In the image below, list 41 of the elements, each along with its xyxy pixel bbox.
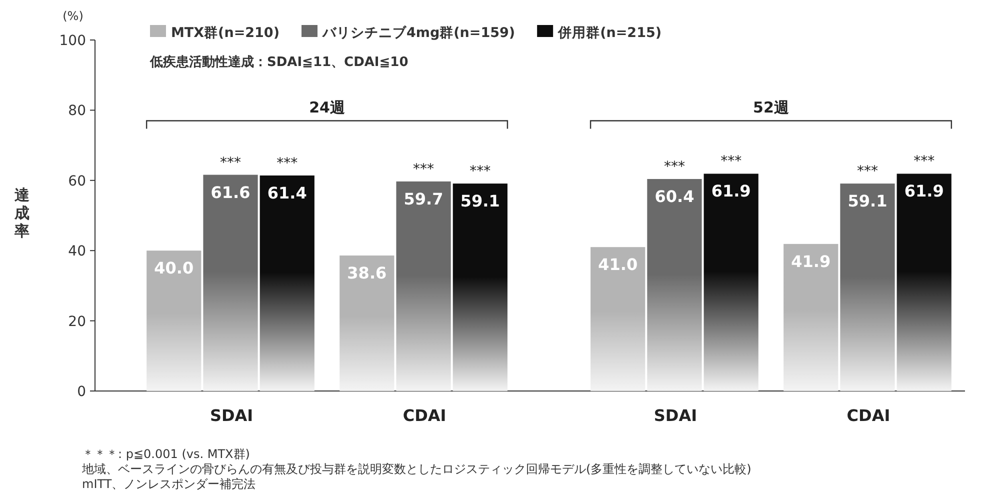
data-label: 60.4 — [654, 186, 694, 206]
y-tick-label: 20 — [68, 314, 86, 330]
text: 地域、ベースラインの骨びらんの有無及び投与群を説明変数としたロジスティック回帰モデル(多重性を調整していない比較) — [81, 462, 752, 476]
x-tick-label: CDAI — [402, 406, 446, 425]
y-tick-label: 100 — [59, 33, 86, 49]
data-label: 40.0 — [154, 258, 194, 278]
annotation: *** — [413, 161, 434, 178]
legend-label: 併用群(n=215) — [557, 25, 662, 41]
annotation: *** — [720, 154, 742, 170]
annotation: *** — [856, 164, 878, 180]
x-tick-label: SDAI — [210, 406, 254, 425]
text: mITT、ノンレスポンダー補完法 — [82, 477, 256, 491]
data-label: 61.9 — [711, 182, 751, 201]
data-label: 38.6 — [347, 264, 387, 283]
x-tick-label: CDAI — [846, 406, 890, 425]
data-label: 41.9 — [791, 252, 831, 271]
y-tick-label: 40 — [68, 244, 86, 260]
text: (%) — [62, 9, 84, 23]
data-label: 59.1 — [848, 192, 888, 211]
y-tick-label: 80 — [68, 103, 86, 120]
data-label: 61.6 — [210, 182, 250, 202]
annotation: 24週 — [309, 98, 346, 117]
annotation: *** — [276, 155, 298, 172]
data-label: 41.0 — [598, 255, 638, 274]
text: 低疾患活動性達成：SDAI≦11、CDAI≦10 — [149, 54, 408, 70]
annotation: *** — [220, 154, 242, 171]
data-label: 59.1 — [460, 192, 500, 211]
text: ＊＊＊: p≦0.001 (vs. MTX群) — [82, 447, 250, 461]
annotation: *** — [664, 158, 685, 175]
x-tick-label: SDAI — [654, 406, 698, 425]
y-tick-label: 60 — [68, 173, 86, 190]
data-label: 61.9 — [904, 182, 944, 201]
y-axis-title: 達成率 — [14, 186, 30, 240]
legend-label: MTX群(n=210) — [171, 25, 280, 41]
y-tick-label: 0 — [77, 384, 86, 400]
data-label: 59.7 — [404, 189, 444, 208]
annotation: *** — [914, 154, 935, 170]
annotation: *** — [470, 164, 491, 180]
data-label: 61.4 — [267, 183, 307, 202]
legend-label: バリシチニブ4mg群(n=159) — [322, 24, 516, 41]
annotation: 52週 — [753, 98, 790, 117]
